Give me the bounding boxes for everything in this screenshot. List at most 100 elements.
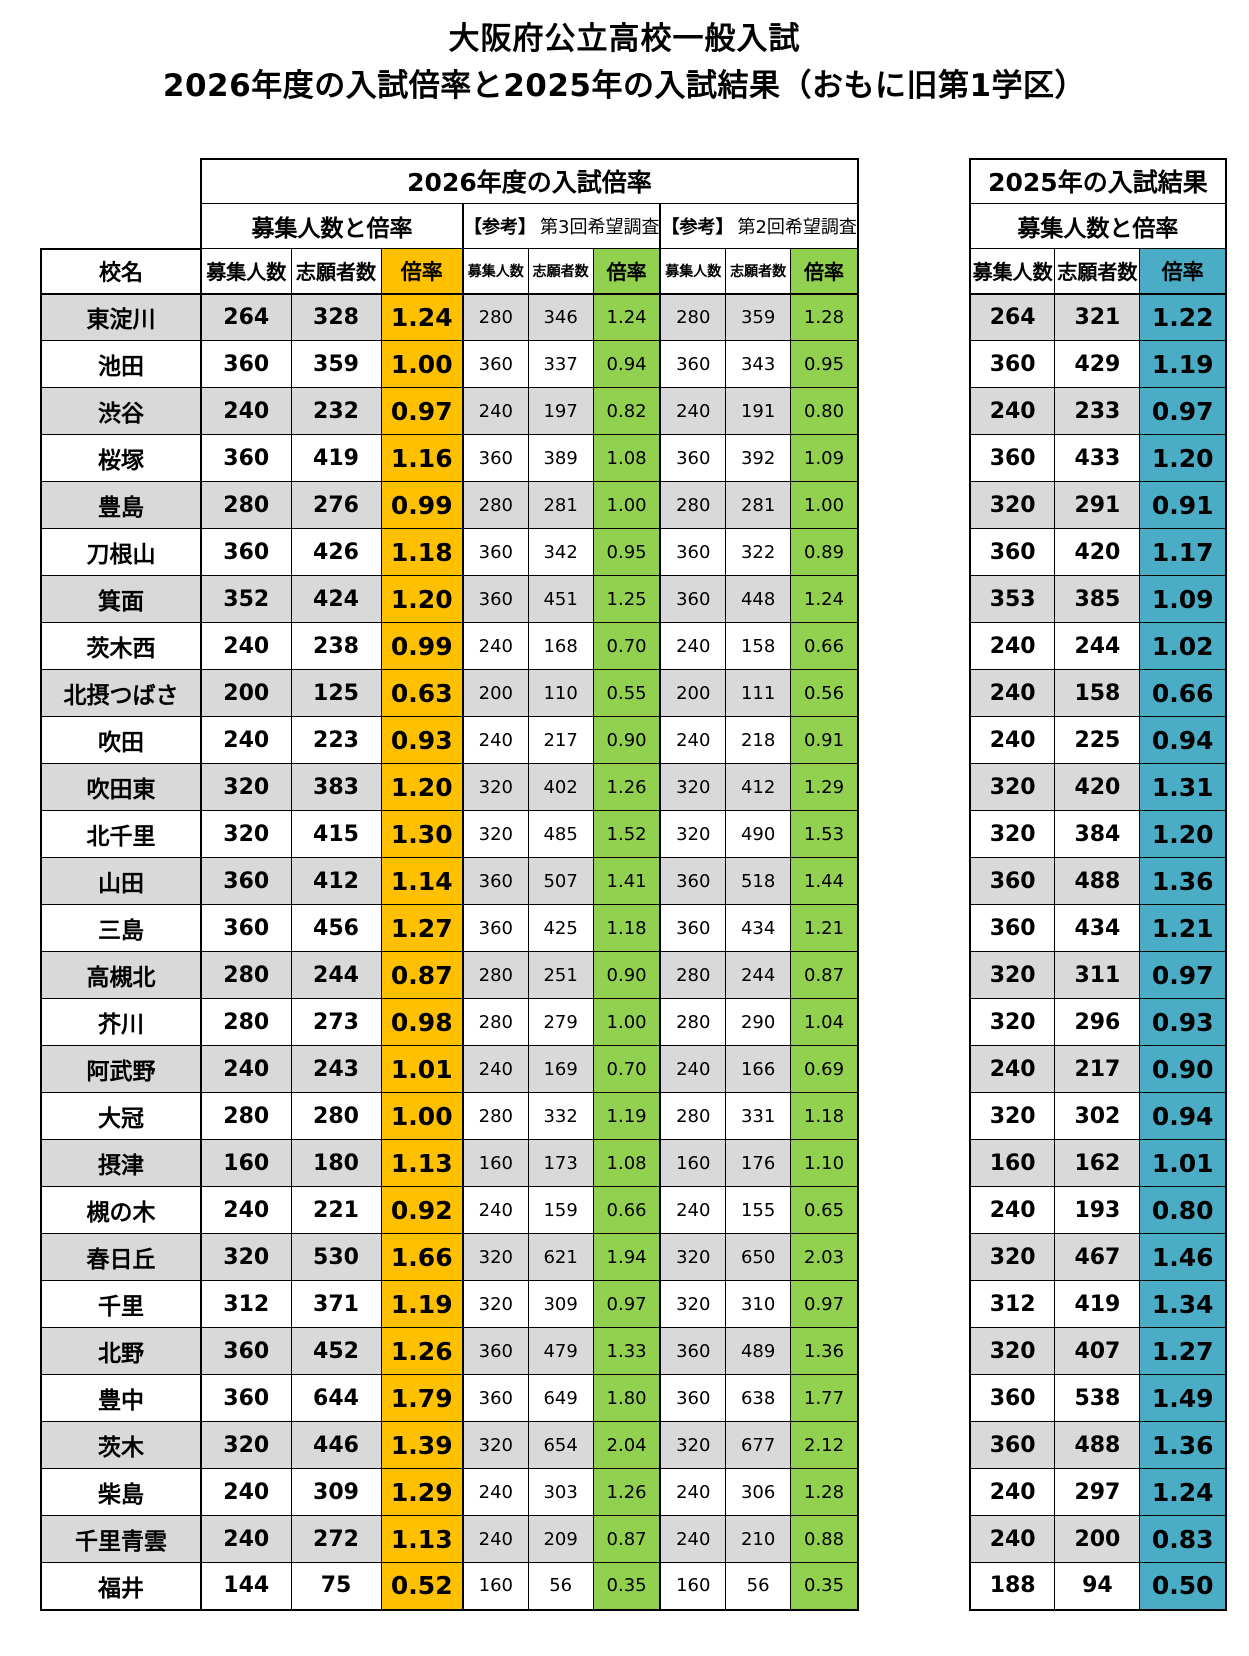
y2026-capacity-cell: 240 — [200, 387, 292, 435]
school-name-cell: 千里 — [40, 1280, 202, 1328]
survey3-capacity-cell: 360 — [461, 857, 529, 905]
survey3-applicants-cell: 342 — [527, 528, 594, 576]
survey3-label: 第3回希望調査 — [540, 217, 660, 238]
survey2-applicants-cell: 111 — [725, 669, 792, 717]
survey2-capacity-cell: 360 — [659, 434, 727, 482]
survey3-applicants-cell: 303 — [527, 1468, 594, 1516]
survey3-applicants-cell: 402 — [527, 763, 594, 811]
y2026-rate-cell: 1.20 — [380, 575, 464, 623]
y2025-capacity-cell: 360 — [968, 528, 1056, 576]
survey2-capacity-cell: 360 — [659, 1327, 727, 1375]
main-table-row: 豊島 280 276 0.99 280 281 1.00 280 281 1.00 — [40, 481, 859, 529]
survey2-capacity-cell: 200 — [659, 669, 727, 717]
main-table-row: 福井 144 75 0.52 160 56 0.35 160 56 0.35 — [40, 1562, 859, 1611]
school-name-cell: 北摂つばさ — [40, 669, 202, 717]
survey2-applicants-cell: 191 — [725, 387, 792, 435]
survey3-rate-cell: 0.94 — [592, 340, 661, 388]
main-header-row-columns: 校名 募集人数 志願者数 倍率 募集人数 志願者数 倍率 募集人数 志願者数 倍… — [40, 247, 859, 295]
y2026-applicants-cell: 415 — [290, 810, 382, 858]
result-table-row: 360 433 1.20 — [968, 434, 1227, 482]
y2026-capacity-cell: 240 — [200, 716, 292, 764]
main-table-row: 茨木 320 446 1.39 320 654 2.04 320 677 2.12 — [40, 1421, 859, 1469]
y2026-rate-cell: 1.19 — [380, 1280, 464, 1328]
y2025-applicants-cell: 225 — [1054, 716, 1141, 764]
y2026-rate-cell: 0.87 — [380, 951, 464, 999]
school-name-cell: 北千里 — [40, 810, 202, 858]
survey2-rate-cell: 0.89 — [790, 528, 859, 576]
survey3-applicants-cell: 217 — [527, 716, 594, 764]
school-name-cell: 池田 — [40, 340, 202, 388]
survey2-applicants-cell: 343 — [725, 340, 792, 388]
survey2-applicants-cell: 218 — [725, 716, 792, 764]
y2025-rate-cell: 1.19 — [1139, 340, 1227, 388]
main-table-row: 芥川 280 273 0.98 280 279 1.00 280 290 1.04 — [40, 998, 859, 1046]
school-name-cell: 刀根山 — [40, 528, 202, 576]
survey2-applicants-cell: 638 — [725, 1374, 792, 1422]
survey3-applicants-cell: 173 — [527, 1139, 594, 1187]
survey3-rate-cell: 0.90 — [592, 951, 661, 999]
survey2-rate-cell: 0.35 — [790, 1562, 859, 1611]
result-table-row: 320 291 0.91 — [968, 481, 1227, 529]
survey3-capacity-cell: 240 — [461, 622, 529, 670]
survey3-applicants-cell: 425 — [527, 904, 594, 952]
main-table-row: 千里 312 371 1.19 320 309 0.97 320 310 0.97 — [40, 1280, 859, 1328]
survey2-capacity-cell: 240 — [659, 622, 727, 670]
main-table-row: 箕面 352 424 1.20 360 451 1.25 360 448 1.24 — [40, 575, 859, 623]
applicants-column-header: 志願者数 — [290, 248, 382, 295]
survey2-capacity-cell: 360 — [659, 528, 727, 576]
y2026-capacity-cell: 240 — [200, 1515, 292, 1563]
survey2-applicants-cell: 290 — [725, 998, 792, 1046]
survey2-applicants-cell: 677 — [725, 1421, 792, 1469]
y2025-applicants-cell: 217 — [1054, 1045, 1141, 1093]
survey3-applicants-cell: 654 — [527, 1421, 594, 1469]
y2026-rate-cell: 0.97 — [380, 387, 464, 435]
survey3-applicants-cell: 389 — [527, 434, 594, 482]
y2026-rate-cell: 1.18 — [380, 528, 464, 576]
y2025-rate-cell: 0.91 — [1139, 481, 1227, 529]
main-table-row: 春日丘 320 530 1.66 320 621 1.94 320 650 2.03 — [40, 1233, 859, 1281]
main-table-row: 池田 360 359 1.00 360 337 0.94 360 343 0.95 — [40, 340, 859, 388]
main-table-row: 北千里 320 415 1.30 320 485 1.52 320 490 1.53 — [40, 810, 859, 858]
y2026-rate-cell: 1.13 — [380, 1515, 464, 1563]
y2025-rate-cell: 0.94 — [1139, 716, 1227, 764]
y2026-capacity-cell: 360 — [200, 1374, 292, 1422]
school-name-cell: 吹田 — [40, 716, 202, 764]
y2025-rate-cell: 0.97 — [1139, 951, 1227, 999]
y2025-capacity-cell: 360 — [968, 1421, 1056, 1469]
y2026-rate-cell: 1.00 — [380, 1092, 464, 1140]
capacity-column-header: 募集人数 — [968, 248, 1056, 295]
survey3-capacity-cell: 320 — [461, 1280, 529, 1328]
survey2-rate-cell: 2.12 — [790, 1421, 859, 1469]
survey2-capacity-cell: 160 — [659, 1562, 727, 1611]
survey2-capacity-cell: 160 — [659, 1139, 727, 1187]
y2025-rate-cell: 0.90 — [1139, 1045, 1227, 1093]
result-table-row: 320 384 1.20 — [968, 810, 1227, 858]
result-table-row: 320 467 1.46 — [968, 1233, 1227, 1281]
y2025-capacity-cell: 360 — [968, 340, 1056, 388]
y2025-rate-cell: 1.21 — [1139, 904, 1227, 952]
y2026-rate-cell: 1.26 — [380, 1327, 464, 1375]
result-table-row: 360 538 1.49 — [968, 1374, 1227, 1422]
survey3-rate-cell: 1.00 — [592, 481, 661, 529]
y2026-applicants-cell: 223 — [290, 716, 382, 764]
survey3-rate-cell: 1.26 — [592, 1468, 661, 1516]
survey2-rate-cell: 1.21 — [790, 904, 859, 952]
y2025-capacity-cell: 320 — [968, 998, 1056, 1046]
survey3-capacity-cell: 360 — [461, 528, 529, 576]
survey3-capacity-cell: 280 — [461, 481, 529, 529]
survey3-rate-cell: 1.33 — [592, 1327, 661, 1375]
y2025-rate-cell: 1.17 — [1139, 528, 1227, 576]
survey3-capacity-cell: 160 — [461, 1562, 529, 1611]
survey3-capacity-cell: 240 — [461, 716, 529, 764]
survey3-applicants-cell: 168 — [527, 622, 594, 670]
survey2-rate-cell: 1.09 — [790, 434, 859, 482]
survey2-applicants-cell: 518 — [725, 857, 792, 905]
y2026-capacity-cell: 280 — [200, 1092, 292, 1140]
y2026-rate-cell: 1.24 — [380, 293, 464, 341]
survey2-rate-cell: 0.87 — [790, 951, 859, 999]
survey2-applicants-cell: 650 — [725, 1233, 792, 1281]
subheader-survey3: 【参考】 第3回希望調査 — [461, 203, 661, 249]
y2026-rate-cell: 0.52 — [380, 1562, 464, 1611]
y2026-applicants-cell: 424 — [290, 575, 382, 623]
y2025-applicants-cell: 433 — [1054, 434, 1141, 482]
